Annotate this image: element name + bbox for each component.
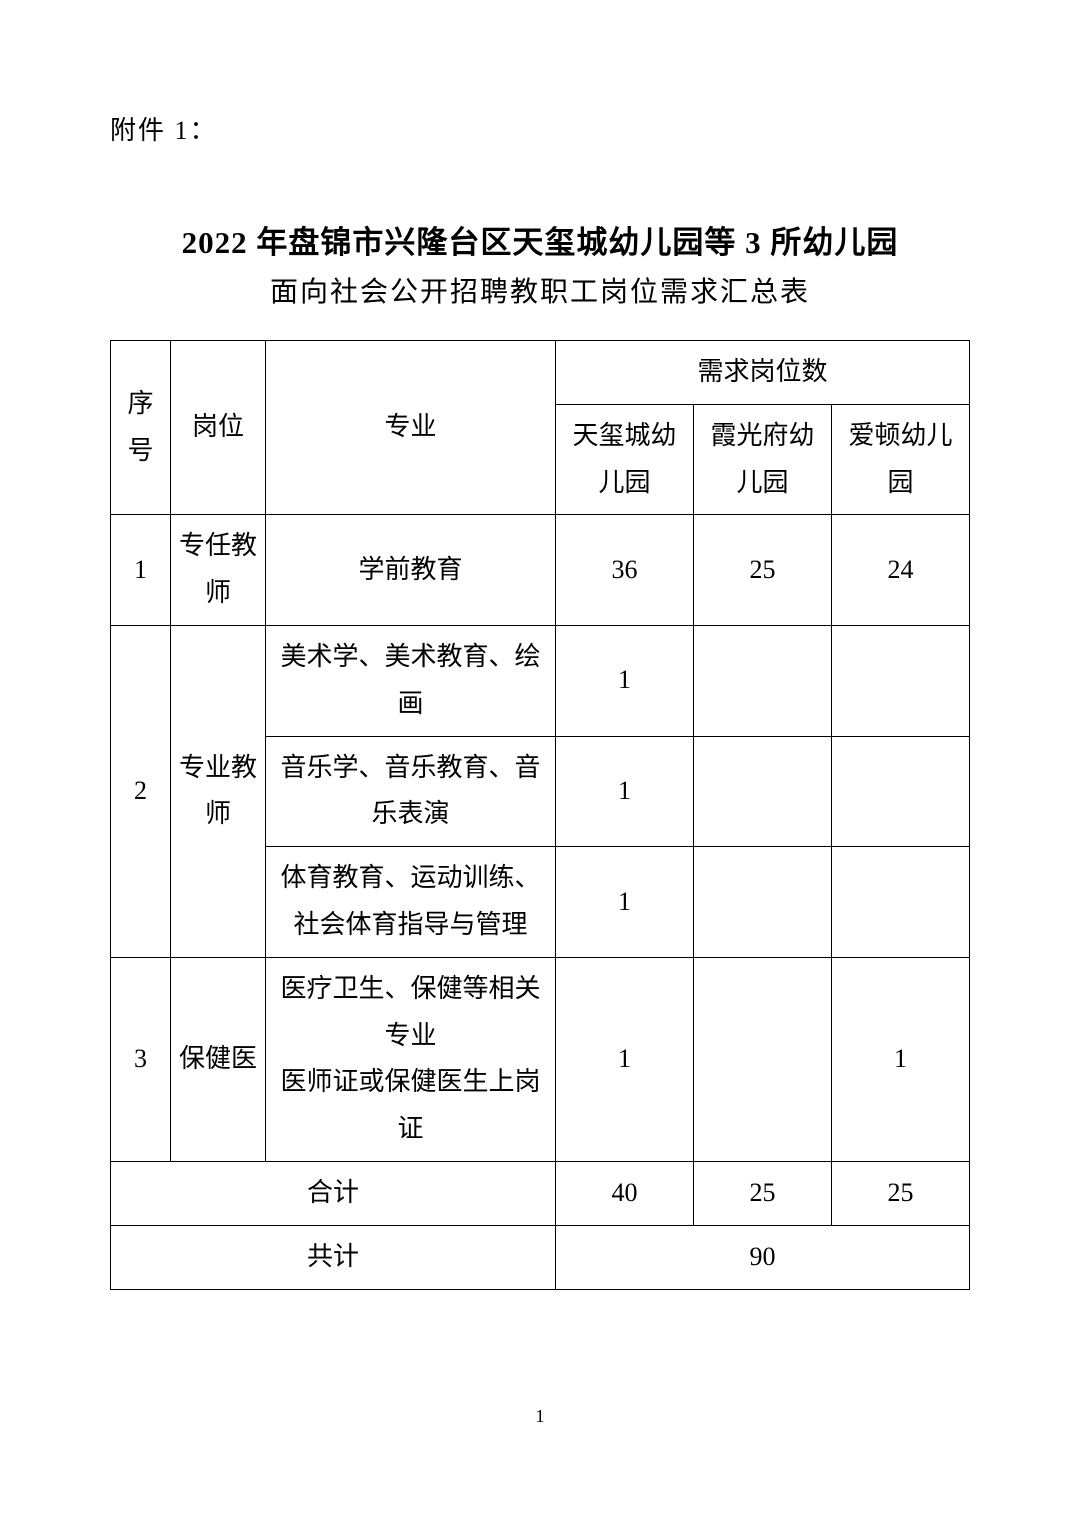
recruitment-table: 序号 岗位 专业 需求岗位数 天玺城幼儿园 霞光府幼儿园 爱顿幼儿园 1 专任教… [110,340,970,1290]
cell-s3 [832,736,970,847]
subtotal-label: 合计 [111,1161,556,1225]
cell-s2: 25 [694,515,832,626]
cell-s1: 36 [556,515,694,626]
cell-s3: 1 [832,957,970,1161]
header-position: 岗位 [171,341,266,515]
cell-position: 专任教师 [171,515,266,626]
cell-s1: 1 [556,847,694,958]
header-row-1: 序号 岗位 专业 需求岗位数 [111,341,970,405]
header-demand: 需求岗位数 [556,341,970,405]
cell-s2 [694,957,832,1161]
total-row: 共计 90 [111,1225,970,1289]
cell-major: 音乐学、音乐教育、音乐表演 [266,736,556,847]
cell-seq: 1 [111,515,171,626]
total-label: 共计 [111,1225,556,1289]
subtotal-row: 合计 40 25 25 [111,1161,970,1225]
attachment-label: 附件 1： [110,110,970,147]
cell-major: 体育教育、运动训练、社会体育指导与管理 [266,847,556,958]
header-school3: 爱顿幼儿园 [832,404,970,515]
subtotal-s1: 40 [556,1161,694,1225]
cell-major: 学前教育 [266,515,556,626]
cell-major: 美术学、美术教育、绘画 [266,625,556,736]
cell-position: 保健医 [171,957,266,1161]
header-school1: 天玺城幼儿园 [556,404,694,515]
cell-position: 专业教师 [171,625,266,957]
page-number: 1 [0,1406,1080,1427]
subtotal-s2: 25 [694,1161,832,1225]
table-row: 1 专任教师 学前教育 36 25 24 [111,515,970,626]
subtotal-s3: 25 [832,1161,970,1225]
cell-s3: 24 [832,515,970,626]
cell-s3 [832,847,970,958]
header-school2: 霞光府幼儿园 [694,404,832,515]
cell-s1: 1 [556,957,694,1161]
total-value: 90 [556,1225,970,1289]
cell-seq: 3 [111,957,171,1161]
cell-s3 [832,625,970,736]
cell-s2 [694,625,832,736]
title-main: 2022 年盘锦市兴隆台区天玺城幼儿园等 3 所幼儿园 [110,217,970,262]
title-sub: 面向社会公开招聘教职工岗位需求汇总表 [110,270,970,310]
table-row: 3 保健医 医疗卫生、保健等相关专业 医师证或保健医生上岗证 1 1 [111,957,970,1161]
cell-seq: 2 [111,625,171,957]
table-row: 2 专业教师 美术学、美术教育、绘画 1 [111,625,970,736]
cell-s1: 1 [556,625,694,736]
header-seq: 序号 [111,341,171,515]
cell-s2 [694,847,832,958]
cell-s1: 1 [556,736,694,847]
cell-s2 [694,736,832,847]
cell-major: 医疗卫生、保健等相关专业 医师证或保健医生上岗证 [266,957,556,1161]
header-major: 专业 [266,341,556,515]
